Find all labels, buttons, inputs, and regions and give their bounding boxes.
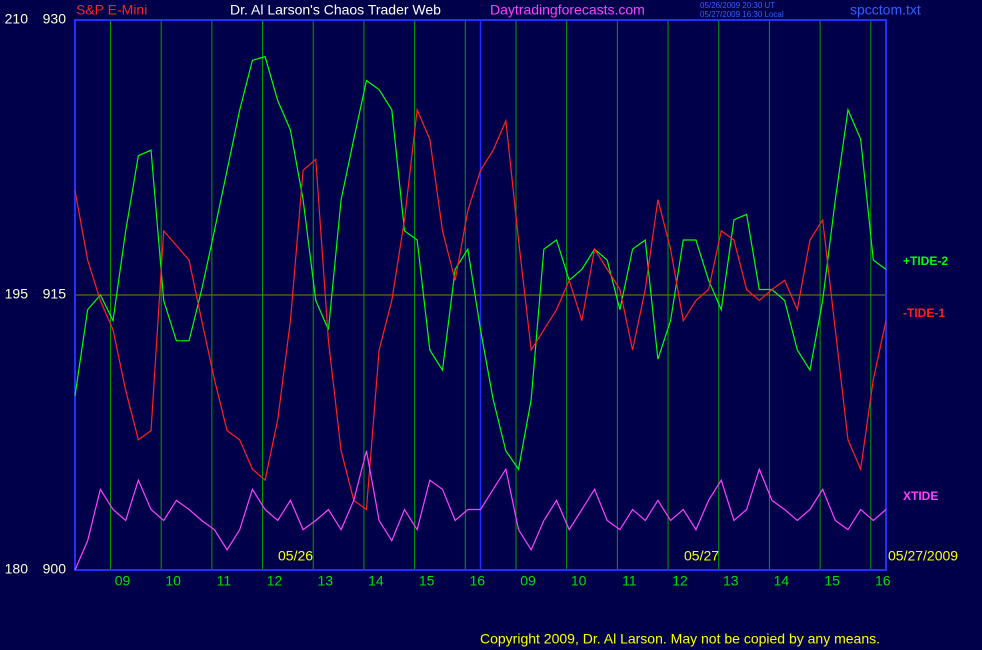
x-tick-label: 14 — [774, 573, 790, 589]
timestamp: 05/27/2009 16:30 Local — [700, 10, 784, 19]
date-label: 05/26 — [278, 548, 313, 564]
x-tick-label: 11 — [217, 573, 232, 589]
date-label: 05/27/2009 — [888, 548, 958, 564]
x-tick-label: 10 — [165, 573, 181, 589]
x-tick-label: 13 — [317, 573, 333, 589]
x-tick-label: 12 — [267, 573, 283, 589]
y2-tick-label: 915 — [43, 286, 67, 302]
filename: spcctom.txt — [850, 2, 921, 18]
timestamp: 05/26/2009 20:30 UT — [700, 1, 775, 10]
series-line — [74, 107, 887, 511]
copyright: Copyright 2009, Dr. Al Larson. May not b… — [480, 631, 880, 647]
series-label: +TIDE-2 — [903, 254, 948, 268]
y-tick-label: 180 — [5, 561, 29, 577]
y-tick-label: 210 — [5, 11, 29, 27]
series-line — [74, 55, 887, 471]
chart-title: Dr. Al Larson's Chaos Trader Web — [230, 2, 441, 18]
instrument: S&P E-Mini — [76, 2, 147, 18]
plot-border — [74, 19, 887, 571]
x-tick-label: 10 — [571, 573, 587, 589]
x-tick-label: 16 — [470, 573, 486, 589]
x-tick-label: 14 — [368, 573, 384, 589]
series-line — [74, 450, 887, 571]
x-tick-label: 15 — [824, 573, 840, 589]
x-tick-label: 11 — [622, 573, 637, 589]
date-label: 05/27 — [684, 548, 719, 564]
x-tick-label: 09 — [520, 573, 536, 589]
website: Daytradingforecasts.com — [490, 2, 645, 18]
y2-tick-label: 930 — [43, 11, 67, 27]
y-tick-label: 195 — [5, 286, 29, 302]
x-tick-label: 09 — [115, 573, 131, 589]
x-tick-label: 13 — [723, 573, 739, 589]
y2-tick-label: 900 — [43, 561, 67, 577]
x-tick-label: 16 — [875, 573, 891, 589]
x-tick-label: 12 — [672, 573, 688, 589]
x-tick-label: 15 — [419, 573, 435, 589]
series-label: -TIDE-1 — [903, 306, 945, 320]
series-label: XTIDE — [903, 489, 938, 503]
